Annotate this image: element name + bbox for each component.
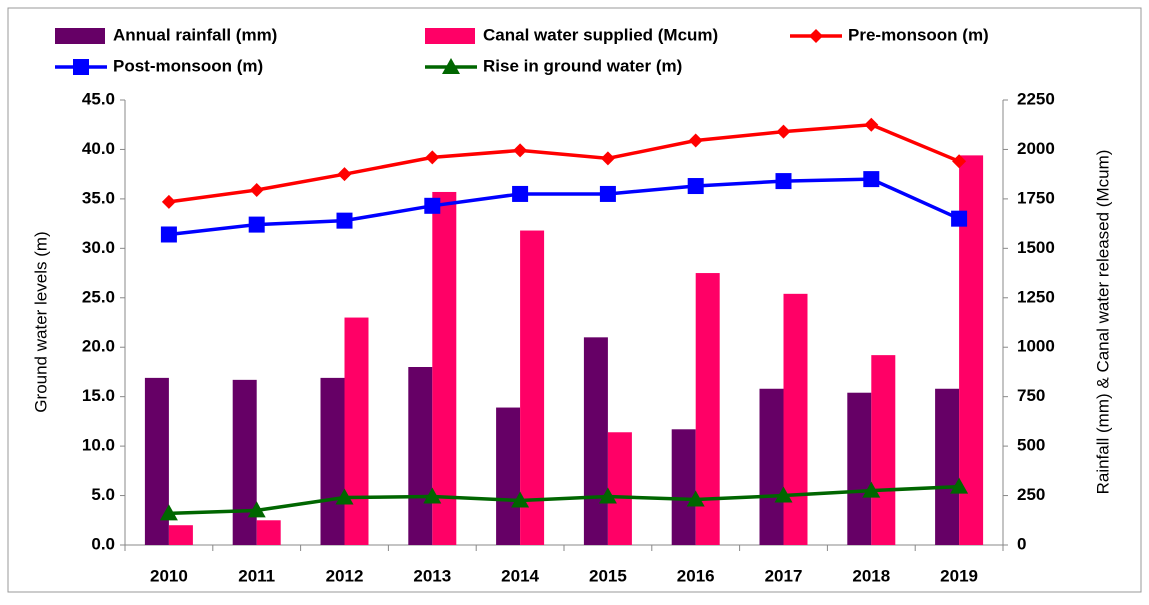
x-tick-label: 2016 <box>677 566 715 585</box>
legend-marker <box>809 29 823 43</box>
y2-tick-label: 1750 <box>1017 188 1055 207</box>
y-axis-title: Ground water levels (m) <box>31 231 50 412</box>
marker <box>952 154 967 169</box>
legend-label: Post-monsoon (m) <box>113 56 263 75</box>
marker <box>249 182 264 197</box>
marker <box>686 490 705 507</box>
y-tick-label: 30.0 <box>82 238 115 257</box>
y-tick-label: 5.0 <box>91 485 115 504</box>
y-tick-label: 20.0 <box>82 337 115 356</box>
x-tick-label: 2019 <box>940 566 978 585</box>
y2-tick-label: 1500 <box>1017 238 1055 257</box>
y-tick-label: 25.0 <box>82 287 115 306</box>
line <box>168 484 960 516</box>
x-tick-label: 2017 <box>765 566 803 585</box>
marker <box>687 178 704 195</box>
x-tick-label: 2015 <box>589 566 627 585</box>
bar <box>232 379 257 545</box>
bar <box>432 191 457 545</box>
x-tick-label: 2011 <box>238 566 275 585</box>
bar <box>496 407 521 545</box>
bar <box>783 293 808 545</box>
marker <box>424 197 441 214</box>
marker <box>600 151 615 166</box>
legend-swatch <box>55 28 105 44</box>
legend-label: Annual rainfall (mm) <box>113 25 277 44</box>
marker <box>863 171 880 188</box>
bar <box>583 337 608 545</box>
bar <box>847 392 872 545</box>
y-tick-label: 15.0 <box>82 386 115 405</box>
bar <box>408 367 433 545</box>
x-tick-label: 2013 <box>413 566 451 585</box>
bar <box>671 429 696 545</box>
marker <box>337 167 352 182</box>
bar <box>607 432 632 545</box>
legend-marker <box>442 58 460 74</box>
marker <box>160 226 177 243</box>
bar <box>759 388 784 545</box>
x-tick-label: 2018 <box>852 566 890 585</box>
marker <box>951 210 968 227</box>
legend-label: Rise in ground water (m) <box>483 56 682 75</box>
marker <box>336 212 353 229</box>
y2-tick-label: 750 <box>1017 386 1045 405</box>
bar <box>168 525 193 545</box>
bar <box>320 377 345 545</box>
x-tick-label: 2014 <box>501 566 539 585</box>
marker <box>513 143 528 158</box>
marker <box>775 173 792 190</box>
marker <box>248 216 265 233</box>
marker <box>511 491 530 508</box>
bar <box>871 355 896 545</box>
y2-tick-label: 2250 <box>1017 89 1055 108</box>
marker <box>425 150 440 165</box>
marker <box>598 487 617 504</box>
marker <box>159 504 178 521</box>
marker <box>161 194 176 209</box>
x-tick-label: 2010 <box>150 566 188 585</box>
y2-tick-label: 500 <box>1017 436 1045 455</box>
marker <box>862 481 881 498</box>
y2-tick-label: 0 <box>1017 534 1026 553</box>
bar <box>344 317 369 545</box>
marker <box>423 487 442 504</box>
line <box>168 177 960 237</box>
y2-tick-label: 2000 <box>1017 139 1055 158</box>
marker <box>247 501 266 518</box>
legend-marker <box>73 59 89 75</box>
y2-tick-label: 250 <box>1017 485 1045 504</box>
y-tick-label: 45.0 <box>82 89 115 108</box>
y-tick-label: 40.0 <box>82 139 115 158</box>
legend-label: Canal water supplied (Mcum) <box>483 25 718 44</box>
y-tick-label: 35.0 <box>82 188 115 207</box>
marker <box>950 477 969 494</box>
marker <box>776 124 791 139</box>
y-tick-label: 10.0 <box>82 436 115 455</box>
line <box>168 122 960 204</box>
marker <box>688 133 703 148</box>
legend-swatch <box>425 28 475 44</box>
legend-label: Pre-monsoon (m) <box>848 25 989 44</box>
y2-tick-label: 1250 <box>1017 287 1055 306</box>
marker <box>335 488 354 505</box>
marker <box>864 117 879 132</box>
y2-axis-title: Rainfall (mm) & Canal water released (Mc… <box>1093 150 1112 495</box>
bar <box>935 388 960 545</box>
marker <box>774 486 793 503</box>
marker <box>599 185 616 202</box>
bar <box>256 520 281 545</box>
y2-tick-label: 1000 <box>1017 337 1055 356</box>
y-tick-label: 0.0 <box>91 534 115 553</box>
bar <box>520 230 545 546</box>
x-tick-label: 2012 <box>326 566 364 585</box>
marker <box>512 185 529 202</box>
